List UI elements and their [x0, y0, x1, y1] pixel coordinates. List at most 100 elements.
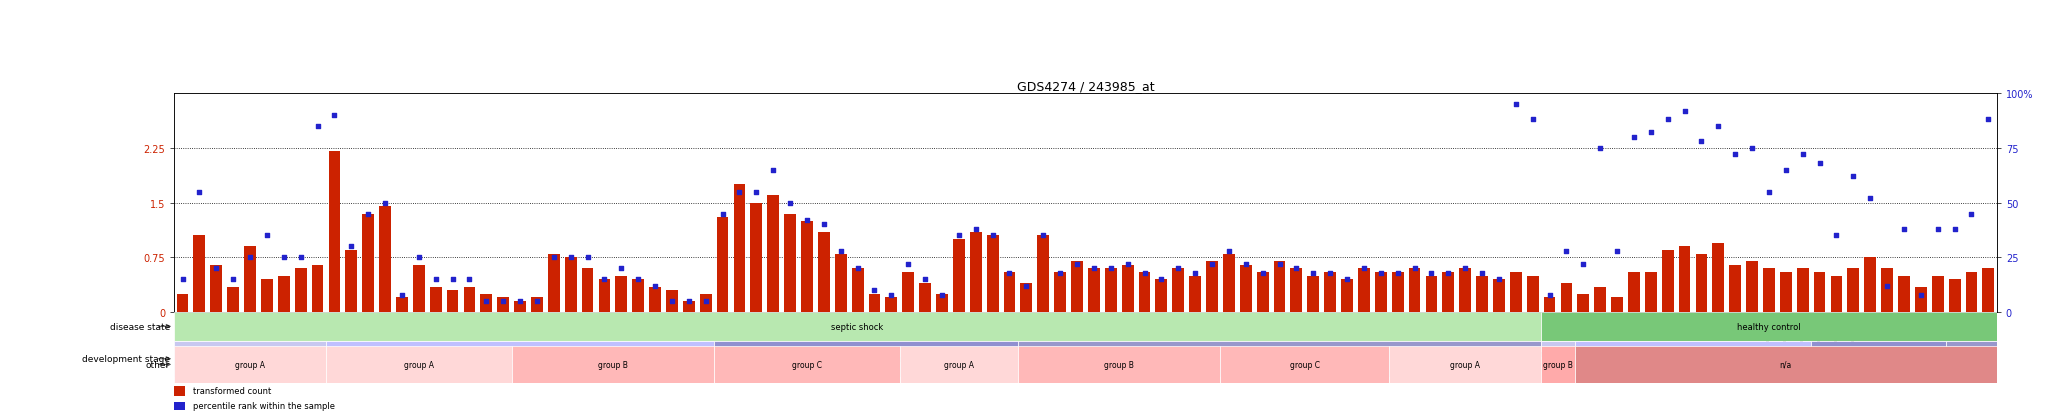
- Bar: [1542, 341, 1575, 377]
- Bar: [1460, 268, 1470, 312]
- Point: [1583, 145, 1616, 152]
- Bar: [1763, 268, 1776, 312]
- Bar: [1087, 268, 1100, 312]
- Bar: [1575, 347, 1997, 382]
- Text: infant (0.2-1.9 years): infant (0.2-1.9 years): [479, 354, 561, 363]
- Text: healthy control: healthy control: [1737, 322, 1800, 331]
- Point: [301, 123, 334, 130]
- Bar: [463, 287, 475, 312]
- Bar: [1712, 243, 1724, 312]
- Point: [1802, 160, 1835, 167]
- Bar: [346, 250, 356, 312]
- Point: [1686, 139, 1718, 145]
- Text: percentile rank within the sample: percentile rank within the sample: [193, 401, 334, 411]
- Point: [874, 292, 907, 298]
- Point: [1112, 261, 1145, 268]
- Point: [977, 233, 1010, 239]
- Bar: [1810, 341, 1946, 377]
- Point: [1737, 145, 1769, 152]
- Text: group C: group C: [793, 360, 821, 369]
- Bar: [1155, 280, 1167, 312]
- Bar: [1661, 250, 1673, 312]
- Bar: [1561, 283, 1573, 312]
- Bar: [1982, 268, 1995, 312]
- Point: [385, 292, 418, 298]
- Bar: [715, 347, 899, 382]
- Point: [942, 233, 975, 239]
- Bar: [1679, 247, 1690, 312]
- Bar: [1628, 272, 1640, 312]
- Bar: [1038, 236, 1049, 312]
- Bar: [768, 196, 778, 312]
- Bar: [1409, 268, 1421, 312]
- Point: [1516, 117, 1548, 123]
- Point: [1837, 173, 1870, 180]
- Bar: [1575, 341, 1810, 377]
- Point: [1769, 167, 1802, 173]
- Point: [250, 233, 283, 239]
- Bar: [987, 236, 999, 312]
- Bar: [1815, 272, 1825, 312]
- Text: group A: group A: [236, 360, 264, 369]
- Bar: [903, 272, 913, 312]
- Point: [1937, 226, 1970, 233]
- Bar: [174, 341, 326, 377]
- Bar: [1020, 283, 1032, 312]
- Point: [217, 276, 250, 283]
- Point: [807, 222, 840, 228]
- Point: [1702, 123, 1735, 130]
- Bar: [227, 287, 240, 312]
- Point: [739, 189, 772, 195]
- Point: [1448, 265, 1481, 272]
- Bar: [174, 401, 184, 410]
- Text: septic shock: septic shock: [831, 322, 885, 331]
- Bar: [260, 280, 272, 312]
- Point: [1348, 265, 1380, 272]
- Bar: [512, 347, 715, 382]
- Point: [639, 283, 672, 290]
- Point: [1432, 270, 1464, 276]
- Point: [520, 298, 553, 305]
- Point: [774, 200, 807, 206]
- Bar: [936, 294, 948, 312]
- Point: [201, 265, 233, 272]
- Bar: [700, 294, 711, 312]
- Bar: [1171, 268, 1184, 312]
- Point: [1010, 283, 1042, 290]
- Bar: [174, 347, 326, 382]
- Bar: [1898, 276, 1911, 312]
- Point: [1399, 265, 1432, 272]
- Point: [655, 298, 688, 305]
- Bar: [717, 218, 729, 312]
- Text: school-age (6.0-10.9 years): school-age (6.0-10.9 years): [1227, 354, 1331, 363]
- Point: [336, 243, 369, 250]
- Bar: [211, 265, 221, 312]
- Point: [1026, 233, 1059, 239]
- Bar: [750, 203, 762, 312]
- Bar: [1190, 276, 1200, 312]
- Text: group C: group C: [1290, 360, 1319, 369]
- Text: group A: group A: [944, 360, 975, 369]
- Point: [1364, 270, 1397, 276]
- Bar: [279, 276, 289, 312]
- Bar: [971, 232, 981, 312]
- Bar: [395, 298, 408, 312]
- Bar: [1577, 294, 1589, 312]
- Point: [993, 270, 1026, 276]
- Bar: [1509, 272, 1522, 312]
- Point: [891, 261, 924, 268]
- Bar: [1055, 272, 1067, 312]
- Bar: [1542, 347, 1575, 382]
- Text: development stage: development stage: [82, 354, 170, 363]
- Bar: [801, 221, 813, 312]
- Bar: [1526, 276, 1538, 312]
- Bar: [244, 247, 256, 312]
- Text: transformed count: transformed count: [193, 387, 270, 396]
- Point: [723, 189, 756, 195]
- Point: [1145, 276, 1178, 283]
- Bar: [446, 290, 459, 312]
- Bar: [430, 287, 442, 312]
- Point: [1651, 117, 1683, 123]
- Bar: [1223, 254, 1235, 312]
- Text: group A: group A: [403, 360, 434, 369]
